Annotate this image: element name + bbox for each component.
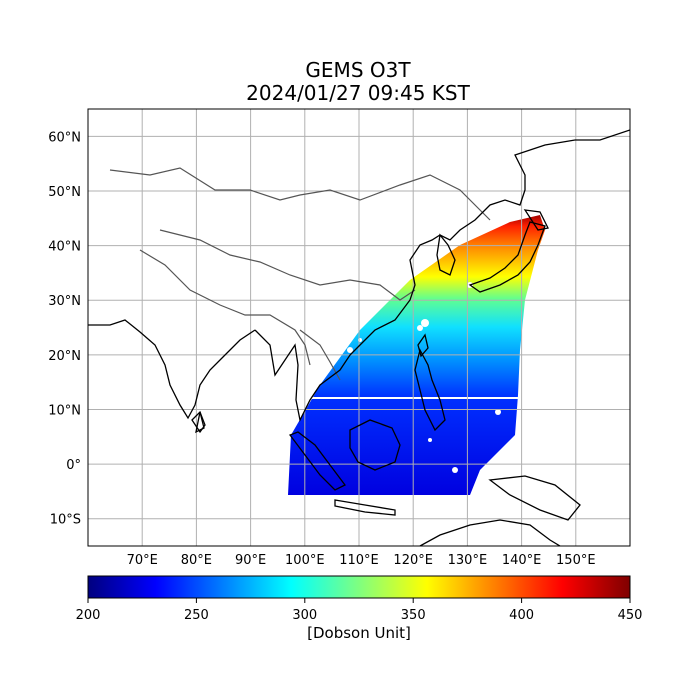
map-title: GEMS O3T <box>305 58 411 82</box>
longitude-tick-label: 140°E <box>502 553 542 568</box>
longitude-tick-label: 100°E <box>285 553 325 568</box>
latitude-tick-label: 60°N <box>48 130 81 145</box>
latitude-tick-label: 0° <box>66 458 81 473</box>
longitude-tick-label: 130°E <box>448 553 488 568</box>
longitude-tick-label: 80°E <box>181 553 212 568</box>
colorbar-tick-label: 250 <box>184 608 209 623</box>
coastlines <box>88 129 630 546</box>
colorbar-tick-label: 450 <box>618 608 643 623</box>
latitude-tick-label: 10°N <box>48 403 81 418</box>
latitude-tick-label: 40°N <box>48 240 81 255</box>
map-gridlines <box>88 109 630 546</box>
latitude-tick-labels: 60°N 50°N 40°N 30°N 20°N 10°N 0° 10°S <box>48 130 81 527</box>
colorbar-tick-labels: 200 250 300 350 400 450 <box>76 598 643 623</box>
latitude-tick-label: 50°N <box>48 185 81 200</box>
colorbar-label: [Dobson Unit] <box>307 624 411 642</box>
longitude-tick-label: 70°E <box>127 553 158 568</box>
colorbar-tick-label: 200 <box>76 608 101 623</box>
map-area <box>88 109 630 546</box>
map-frame <box>87 108 631 547</box>
longitude-tick-label: 110°E <box>339 553 379 568</box>
colorbar-tick-label: 400 <box>509 608 534 623</box>
longitude-tick-label: 150°E <box>556 553 596 568</box>
latitude-tick-label: 10°S <box>50 513 81 528</box>
colorbar-tick-label: 350 <box>401 608 426 623</box>
longitude-tick-label: 90°E <box>235 553 266 568</box>
colorbar <box>87 575 631 599</box>
longitude-tick-label: 120°E <box>393 553 433 568</box>
colorbar-tick-label: 300 <box>292 608 317 623</box>
map-subtitle: 2024/01/27 09:45 KST <box>246 81 470 105</box>
country-borders <box>109 167 491 381</box>
latitude-tick-label: 30°N <box>48 294 81 309</box>
latitude-tick-label: 20°N <box>48 349 81 364</box>
longitude-tick-labels: 70°E 80°E 90°E 100°E 110°E 120°E 130°E 140°E 150… <box>127 553 596 568</box>
